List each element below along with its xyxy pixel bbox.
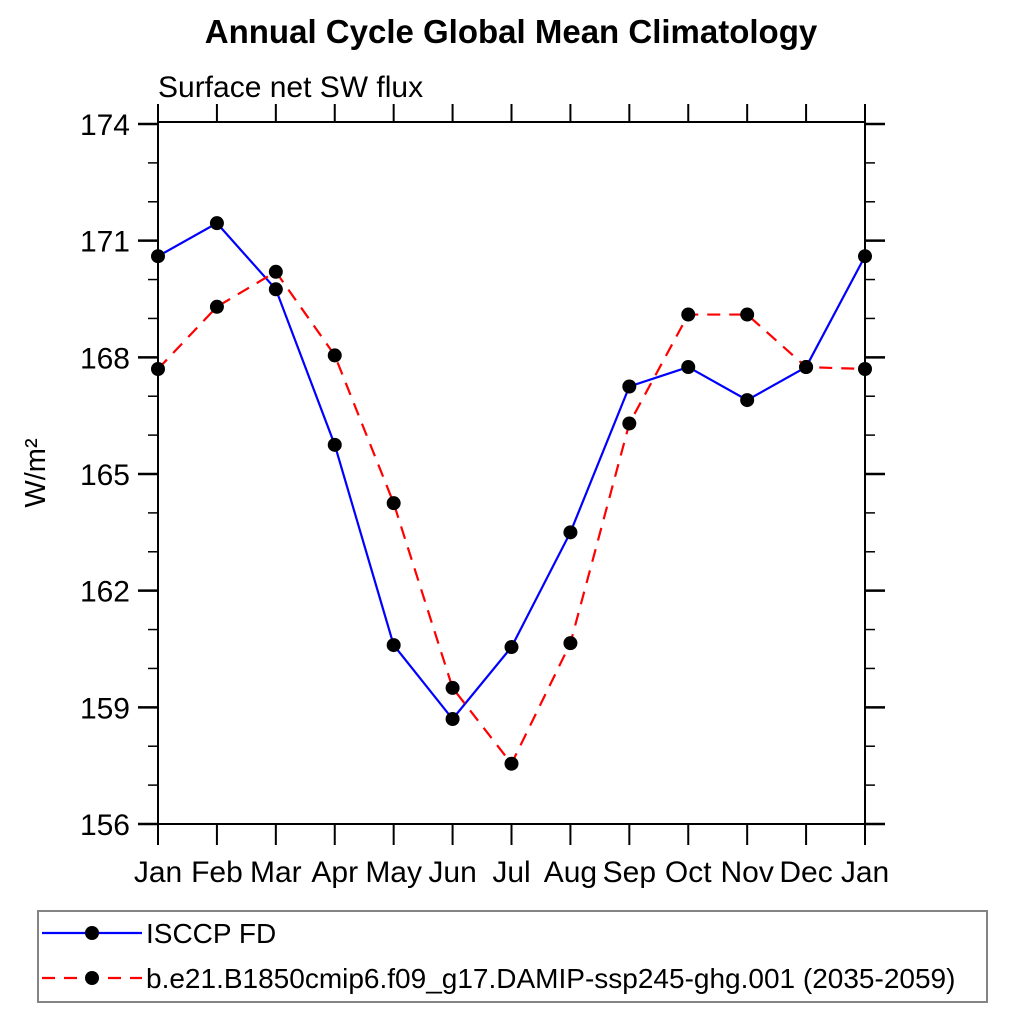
data-point-marker xyxy=(622,379,637,394)
x-tick-label: Oct xyxy=(665,856,712,889)
plot-frame xyxy=(157,121,866,825)
x-tick-label: Sep xyxy=(603,856,656,889)
series-line-2 xyxy=(157,270,866,766)
legend-swatches xyxy=(42,926,142,985)
x-tick-label: Jul xyxy=(492,856,530,889)
data-point-marker xyxy=(622,416,637,431)
x-tick-label: May xyxy=(365,856,422,889)
y-tick-label: 159 xyxy=(80,692,130,725)
data-point-marker xyxy=(268,264,283,279)
data-point-marker xyxy=(327,437,342,452)
x-tick-label: Jan xyxy=(841,856,889,889)
x-tick-label: Aug xyxy=(544,856,597,889)
data-point-marker xyxy=(563,525,578,540)
y-tick-label: 165 xyxy=(80,459,130,492)
data-point-marker xyxy=(209,299,224,314)
chart-title: Annual Cycle Global Mean Climatology xyxy=(205,13,818,50)
data-point-marker xyxy=(151,249,165,264)
x-tick-label: Dec xyxy=(779,856,832,889)
x-tick-label: Feb xyxy=(191,856,243,889)
legend-swatch-marker-1 xyxy=(85,926,99,940)
chart-subtitle: Surface net SW flux xyxy=(158,71,423,104)
y-tick-label: 156 xyxy=(80,809,130,842)
data-point-marker xyxy=(386,496,401,511)
legend: ISCCP FD b.e21.B1850cmip6.f09_g17.DAMIP-… xyxy=(37,910,988,1003)
data-point-marker xyxy=(209,216,224,231)
x-tick-label: Nov xyxy=(720,856,773,889)
data-point-marker xyxy=(504,756,519,771)
data-point-marker xyxy=(151,362,165,376)
data-point-marker xyxy=(268,282,283,297)
data-point-marker xyxy=(740,393,755,408)
y-axis-label: W/m² xyxy=(20,438,52,508)
data-point-marker xyxy=(445,712,460,726)
data-point-marker xyxy=(445,680,460,695)
legend-label-series-1: ISCCP FD xyxy=(146,918,276,949)
data-point-marker xyxy=(563,636,578,651)
data-point-marker xyxy=(327,348,342,363)
data-point-marker xyxy=(681,307,696,322)
legend-label-series-2: b.e21.B1850cmip6.f09_g17.DAMIP-ssp245-gh… xyxy=(146,963,955,994)
plot-area xyxy=(151,216,872,771)
data-point-marker xyxy=(740,307,755,322)
x-tick-label: Mar xyxy=(250,856,302,889)
y-tick-label: 171 xyxy=(80,226,130,259)
data-point-marker xyxy=(386,638,401,653)
data-point-marker xyxy=(858,249,872,264)
data-point-marker xyxy=(799,360,814,375)
data-point-marker xyxy=(504,640,519,655)
data-point-marker xyxy=(681,360,696,375)
plot-axes: 156 159 162 165 168 171 174 Jan Feb Mar Apr May Jun J… xyxy=(80,104,889,889)
legend-swatch-marker-2 xyxy=(85,971,99,985)
y-tick-label: 162 xyxy=(80,576,130,609)
x-tick-label: Jun xyxy=(428,856,476,889)
data-point-marker xyxy=(858,362,872,376)
y-tick-label: 168 xyxy=(80,342,130,375)
x-tick-label: Apr xyxy=(311,856,358,889)
legend-box xyxy=(37,910,988,1003)
x-tick-label: Jan xyxy=(134,856,182,889)
y-tick-label: 174 xyxy=(80,109,130,142)
